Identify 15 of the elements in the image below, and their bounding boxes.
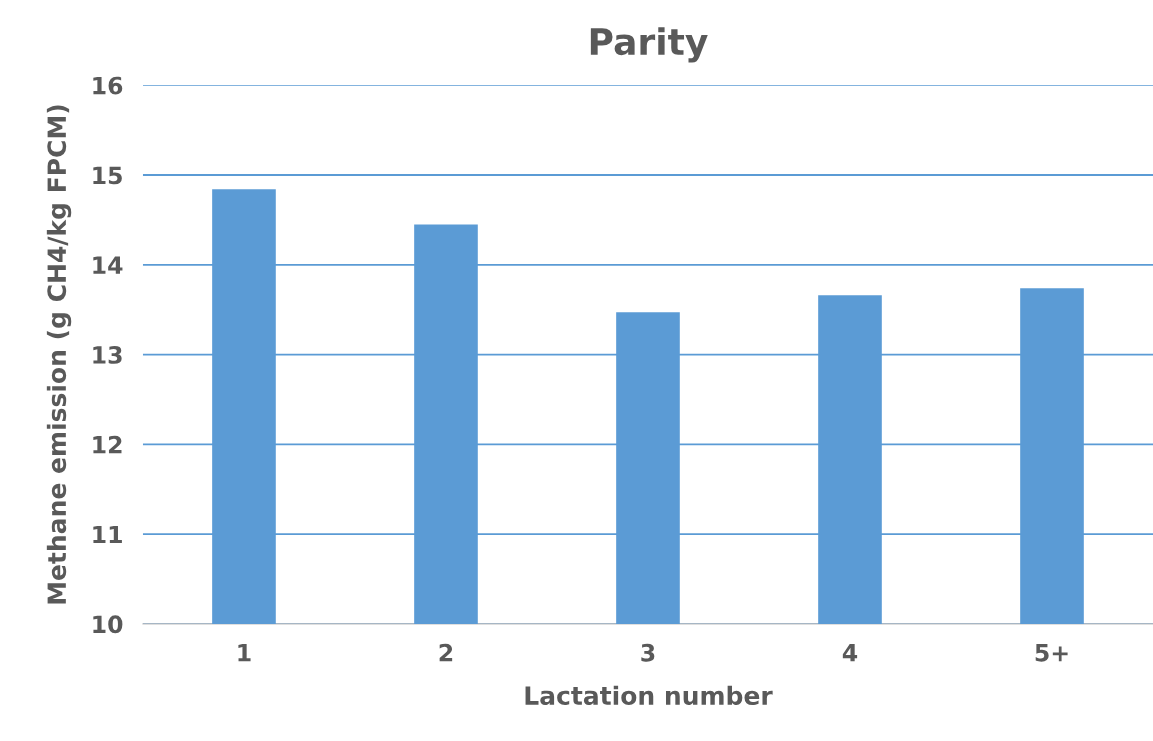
y-tick-label: 11 (93, 525, 122, 544)
y-axis-title: Methane emission (g CH4/kg FPCM) (46, 105, 72, 604)
y-tick-label: 10 (93, 615, 123, 634)
y-tick-label: 14 (93, 256, 123, 274)
y-tick-label: 16 (93, 76, 123, 95)
x-tick-label: 1 (238, 644, 251, 662)
y-tick-label: 15 (93, 166, 122, 185)
y-tick-label: 13 (93, 346, 122, 364)
x-tick-label: 2 (439, 643, 453, 662)
y-tick-label: 12 (93, 435, 122, 454)
x-axis-title: Lactation number (525, 685, 773, 706)
x-tick-label: 5+ (1035, 644, 1068, 662)
x-tick-label: 3 (641, 643, 655, 662)
x-tick-label: 4 (842, 644, 858, 662)
chart-title: Parity (590, 27, 708, 63)
